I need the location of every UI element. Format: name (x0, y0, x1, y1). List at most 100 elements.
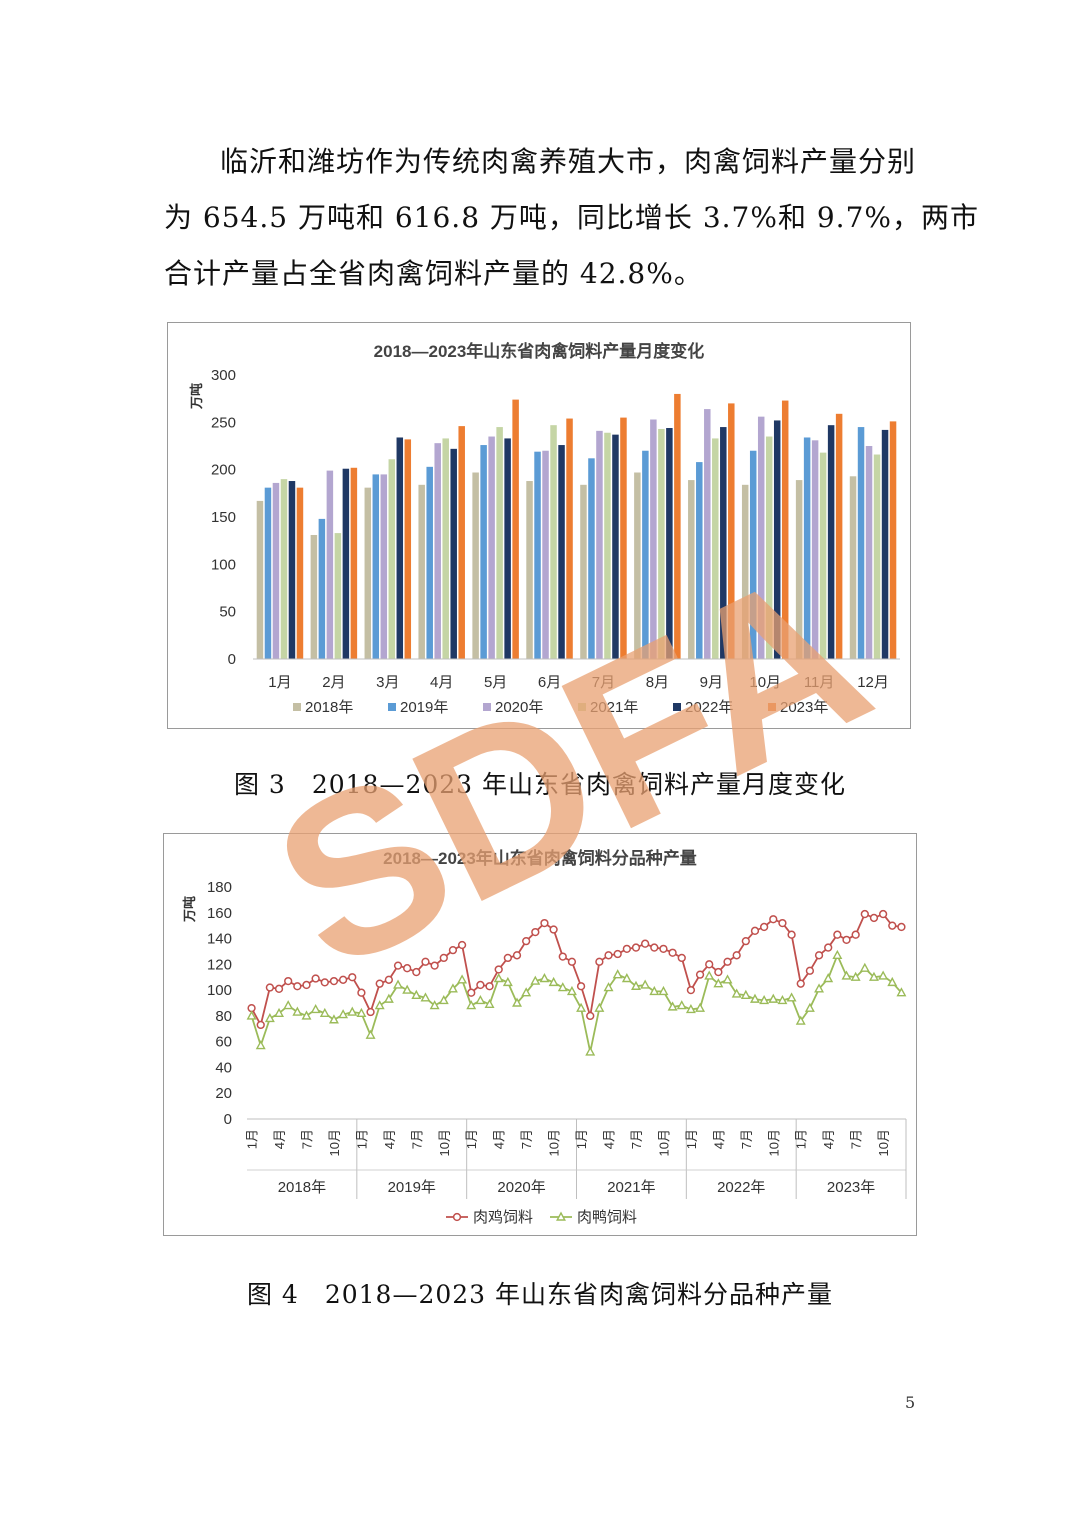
bar-1-3 (334, 533, 342, 659)
line-point-1-13 (365, 1029, 376, 1039)
bar-legend-swatch (578, 703, 586, 711)
line-point-1-50 (704, 970, 715, 980)
line-point-1-67 (859, 962, 870, 972)
line-point-1-2 (264, 1012, 275, 1023)
bar-10-4 (827, 425, 835, 659)
bar-6-0 (580, 484, 587, 659)
figure4-chart: 2018—2023年山东省肉禽饲料分品种产量 万吨 0 20 40 60 80 100 12… (163, 833, 917, 1236)
line-point-1-44 (649, 985, 660, 996)
line-point-0-67 (860, 909, 869, 919)
bar-11-3 (873, 454, 881, 659)
bar-8-4 (720, 427, 727, 659)
line-point-0-1 (256, 1020, 265, 1030)
bar-3-2 (434, 443, 441, 659)
bar-1-0 (310, 534, 318, 659)
bar-x-tick-label: 11月 (804, 674, 835, 691)
line-point-0-22 (448, 946, 458, 955)
line-month-tick-label: 10月 (766, 1129, 781, 1156)
line-point-1-41 (621, 973, 632, 983)
line-point-0-42 (631, 943, 641, 952)
line-point-0-61 (805, 966, 815, 975)
line-point-1-11 (347, 1006, 358, 1016)
line-month-tick-label: 4月 (272, 1129, 287, 1149)
bar-legend-swatch (673, 703, 681, 711)
line-point-1-26 (484, 998, 495, 1008)
bar-0-3 (280, 479, 288, 659)
bar-8-1 (696, 462, 703, 659)
line-year-label: 2018年 (278, 1179, 326, 1196)
line-point-1-20 (429, 1000, 440, 1010)
bar-9-2 (757, 416, 765, 659)
line-month-tick-label: 1月 (574, 1129, 589, 1149)
line-point-0-52 (723, 957, 732, 966)
line-point-0-71 (897, 922, 906, 932)
line-point-1-17 (402, 984, 413, 994)
line-point-0-17 (403, 964, 412, 973)
line-point-1-0 (246, 1010, 257, 1020)
line-point-1-60 (795, 1015, 806, 1025)
line-chart-svg: 2018—2023年山东省肉禽饲料分品种产量 万吨 0 20 40 60 80 100 12… (182, 848, 907, 1226)
line-legend-label: 肉鸭饲料 (577, 1209, 637, 1226)
line-point-0-4 (284, 976, 293, 986)
bar-8-3 (712, 438, 719, 659)
bar-4-2 (488, 436, 495, 659)
line-month-tick-label: 1月 (354, 1129, 369, 1149)
line-point-0-10 (338, 975, 348, 984)
line-point-1-33 (548, 976, 559, 987)
line-point-0-62 (814, 951, 824, 960)
bar-8-0 (688, 480, 695, 659)
line-point-1-5 (292, 1006, 303, 1016)
line-point-1-53 (731, 988, 742, 998)
bar-chart-title: 2018—2023年山东省肉禽饲料产量月度变化 (374, 341, 705, 361)
bar-x-tick-label: 10月 (749, 674, 781, 691)
line-point-1-46 (667, 1001, 678, 1011)
bar-6-5 (620, 417, 627, 659)
bar-7-1 (642, 450, 649, 659)
line-month-tick-label: 4月 (382, 1129, 397, 1149)
line-point-0-3 (274, 984, 284, 993)
line-point-0-14 (375, 979, 384, 988)
bar-10-5 (835, 413, 843, 659)
line-point-0-15 (384, 975, 394, 984)
line-point-1-19 (420, 992, 431, 1002)
line-point-0-27 (494, 965, 503, 974)
line-point-0-34 (558, 952, 567, 961)
bar-4-1 (480, 445, 487, 659)
line-point-1-68 (868, 971, 879, 981)
line-point-1-49 (695, 1002, 706, 1012)
line-point-1-23 (457, 974, 468, 984)
page-number: 5 (905, 1393, 916, 1412)
bar-5-3 (550, 425, 557, 659)
line-point-0-16 (393, 961, 403, 970)
line-y-tick-label: 60 (215, 1034, 232, 1051)
line-year-label: 2022年 (717, 1179, 765, 1196)
bar-x-tick-label: 1月 (268, 674, 291, 691)
line-month-tick-label: 4月 (492, 1129, 507, 1149)
bar-7-4 (666, 428, 673, 659)
bar-y-tick-label: 200 (211, 462, 236, 479)
bar-10-2 (811, 440, 819, 659)
bar-0-4 (288, 481, 296, 659)
bar-7-3 (658, 428, 665, 659)
line-point-0-65 (842, 935, 851, 944)
bar-legend-label: 2021年 (590, 699, 638, 716)
line-point-0-5 (293, 982, 302, 991)
bar-x-tick-label: 5月 (484, 674, 507, 691)
line-point-0-9 (329, 976, 339, 986)
line-point-1-21 (438, 994, 449, 1005)
line-point-1-6 (301, 1010, 312, 1020)
bar-2-2 (380, 474, 388, 659)
line-point-1-38 (594, 1002, 605, 1012)
line-y-tick-label: 40 (215, 1059, 232, 1076)
bar-4-3 (496, 427, 503, 659)
line-point-0-40 (613, 949, 622, 959)
bar-9-0 (741, 484, 749, 659)
line-point-1-61 (804, 1002, 815, 1012)
bar-5-1 (534, 451, 541, 659)
line-point-0-53 (732, 951, 741, 960)
line-point-0-64 (833, 930, 842, 939)
line-point-1-1 (255, 1040, 266, 1050)
line-point-0-32 (540, 918, 549, 928)
line-month-tick-label: 10月 (656, 1129, 671, 1156)
line-point-1-29 (512, 997, 522, 1007)
